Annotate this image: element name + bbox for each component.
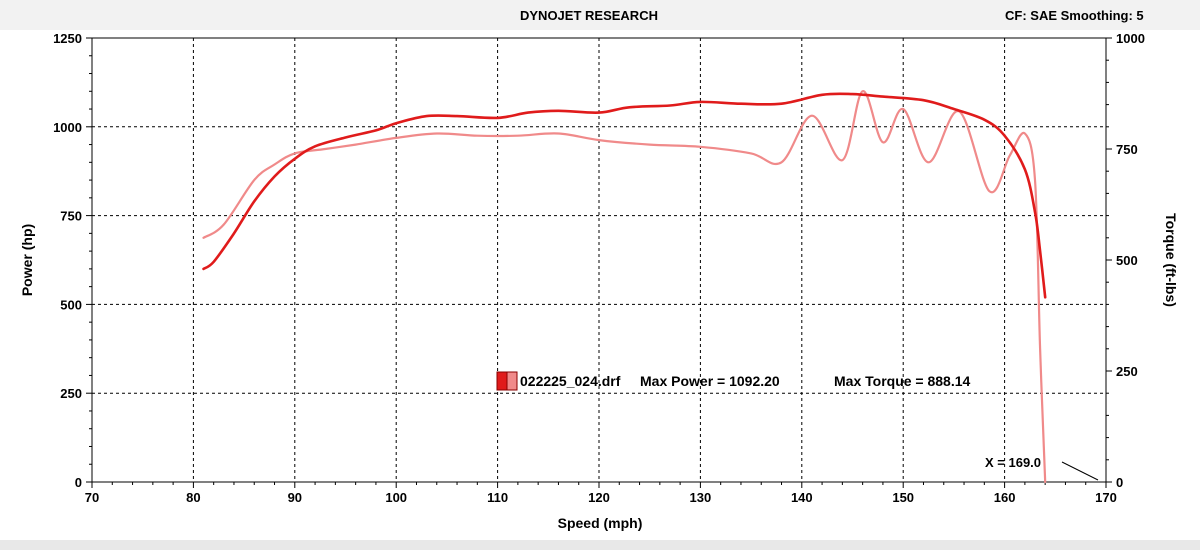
y2-axis-label: Torque (ft-lbs) — [1163, 213, 1179, 307]
legend-max-torque: Max Torque = 888.14 — [834, 373, 971, 389]
x-tick-label: 70 — [85, 490, 99, 505]
y2-tick-label: 250 — [1116, 364, 1138, 379]
grid-layer — [92, 38, 1106, 482]
legend-file: 022225_024.drf — [520, 373, 621, 389]
x-tick-label: 170 — [1095, 490, 1117, 505]
y-tick-label: 1250 — [53, 31, 82, 46]
x-tick-label: 150 — [892, 490, 914, 505]
axis-layer: 70 80 90 100 110 120 130 140 150 160 1700250500750… — [53, 31, 1145, 505]
x-tick-label: 160 — [994, 490, 1016, 505]
y-tick-label: 0 — [75, 475, 82, 490]
cursor-annotation: X = 169.0 — [985, 455, 1099, 481]
y-tick-label: 750 — [60, 209, 82, 224]
x-tick-label: 130 — [690, 490, 712, 505]
legend: 022225_024.drf Max Power = 1092.20 Max T… — [496, 371, 971, 391]
title-strip — [0, 0, 1200, 30]
y-tick-label: 250 — [60, 386, 82, 401]
power-series-line — [202, 92, 1047, 299]
y-tick-label: 1000 — [53, 120, 82, 135]
y-tick-label: 500 — [60, 297, 82, 312]
y2-tick-label: 0 — [1116, 475, 1123, 490]
x-tick-label: 140 — [791, 490, 813, 505]
legend-swatch-torque — [506, 371, 518, 391]
cursor-leader-line — [1061, 461, 1099, 481]
correction-smoothing-label: CF: SAE Smoothing: 5 — [1005, 8, 1144, 23]
y2-tick-label: 750 — [1116, 142, 1138, 157]
torque-series-line — [202, 90, 1047, 484]
legend-swatch-power — [496, 371, 508, 391]
y2-tick-label: 1000 — [1116, 31, 1145, 46]
x-tick-label: 100 — [385, 490, 407, 505]
x-tick-label: 80 — [186, 490, 200, 505]
bottom-strip — [0, 540, 1200, 550]
x-axis-label: Speed (mph) — [558, 515, 643, 531]
x-tick-label: 120 — [588, 490, 610, 505]
y-axis-label: Power (hp) — [19, 224, 35, 296]
chart-title: DYNOJET RESEARCH — [520, 8, 658, 23]
x-tick-label: 90 — [288, 490, 302, 505]
series-layer — [202, 90, 1047, 484]
x-tick-label: 110 — [487, 490, 508, 505]
y2-tick-label: 500 — [1116, 253, 1138, 268]
label-layer: Speed (mph) Power (hp) Torque (ft-lbs) — [19, 213, 1179, 531]
cursor-x-readout: X = 169.0 — [985, 455, 1041, 470]
legend-max-power: Max Power = 1092.20 — [640, 373, 780, 389]
